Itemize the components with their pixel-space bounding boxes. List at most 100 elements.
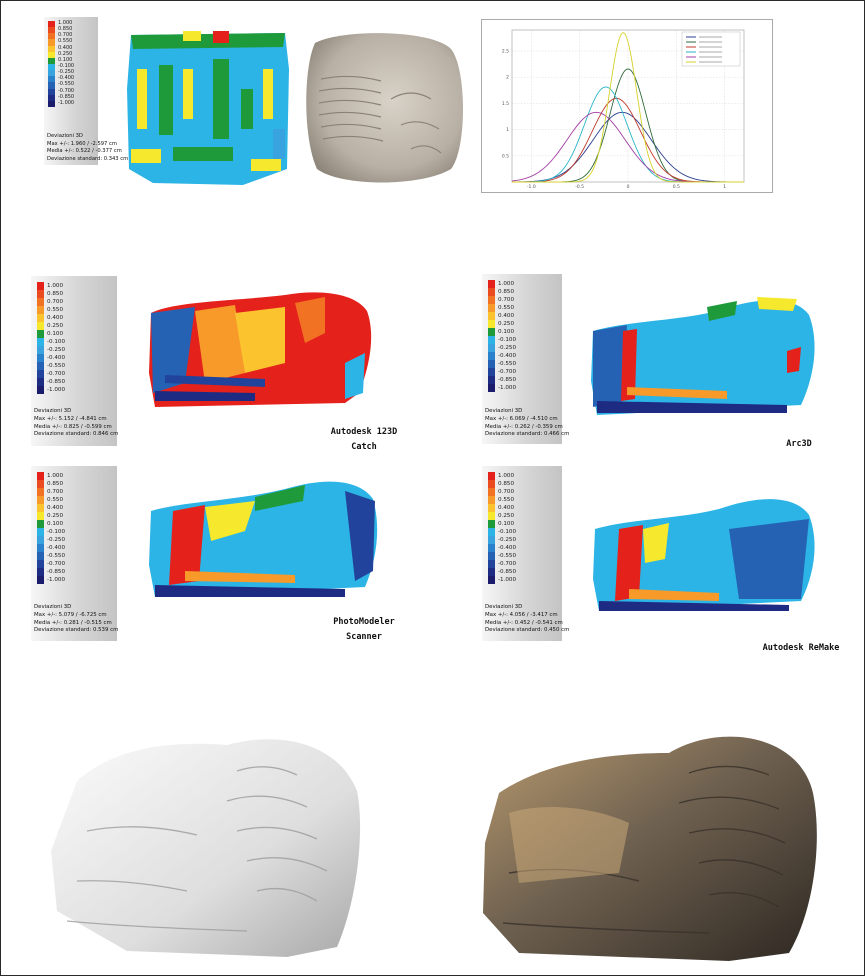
color-scale-value: -0.250 [47,537,66,543]
color-scale-swatch [488,536,495,544]
color-scale-value: 0.700 [47,299,64,305]
color-scale-swatch [37,568,44,576]
color-scale-legend-123d: 1.000 0.850 0.700 0.550 0.400 0.250 0.100 -0.10… [31,276,118,446]
color-scale-value: -0.100 [47,339,66,345]
color-scale-swatch [37,536,44,544]
color-scale-swatch [48,76,55,83]
x-tick-label: 0 [627,184,630,190]
color-scale-value: -0.850 [47,569,66,575]
color-scale-swatch [37,338,44,346]
color-scale-value: -0.700 [47,561,66,567]
caption-photomodeler: PhotoModeler Scanner [333,617,395,643]
color-scale-swatch [37,282,44,290]
color-scale-swatch [48,63,55,71]
color-scale-swatch [488,568,495,576]
color-scale-values: 1.000 0.850 0.700 0.550 0.400 0.250 0.100 -0.10… [47,472,65,584]
x-tick-label: -1.0 [527,184,536,190]
color-scale-value: -0.550 [498,361,517,367]
color-scale-value: 0.250 [47,323,64,329]
lion-head-photo [306,33,463,183]
color-scale-values: 1.000 0.850 0.700 0.550 0.400 0.250 0.100 -0.10… [498,472,516,584]
y-tick-label: 1.5 [502,101,509,107]
caption-arc3d: Arc3D [786,439,812,449]
color-scale-value: 0.550 [47,307,64,313]
color-scale-value: -0.250 [498,537,517,543]
color-scale-value: 0.100 [47,331,64,337]
color-scale-bar [488,280,495,392]
color-scale-value: -0.400 [498,545,517,551]
series-line [512,86,744,183]
color-scale-swatch [48,82,55,89]
color-scale-value: 1.000 [498,473,515,479]
color-scale-value: 0.850 [47,291,64,297]
color-scale-swatch [48,94,55,101]
color-scale-swatch [37,496,44,504]
color-scale-value: -0.700 [498,369,517,375]
color-scale-swatch [48,21,55,28]
color-scale-legend-photomodeler: 1.000 0.850 0.700 0.550 0.400 0.250 0.100 -0.10… [31,466,119,641]
color-scale-swatch [488,320,495,328]
lion-deviation-map-photomodeler [149,481,378,597]
deviation-stats: Deviazioni 3D Max +/-: 5.079 / -6.725 cm … [34,604,119,634]
color-scale-value: 0.400 [58,44,73,51]
color-scale-value: -0.550 [498,553,517,559]
color-scale-swatch [488,528,495,536]
color-scale-swatch [48,57,55,64]
color-scale-swatch [37,346,44,354]
color-scale-value: 1.000 [47,283,64,289]
color-scale-swatch [488,288,495,296]
color-scale-value: 0.850 [498,481,515,487]
x-tick-label: 0.5 [673,184,680,190]
color-scale-value: -0.400 [58,75,75,82]
plot-frame [511,29,745,183]
color-scale-bar [488,472,495,584]
color-scale-value: -0.100 [47,529,66,535]
color-scale-value: -0.100 [498,337,517,343]
color-scale-value: 0.100 [498,329,515,335]
color-scale-swatch [37,520,44,528]
color-scale-swatch [37,504,44,512]
color-scale-value: 0.850 [58,26,73,33]
color-scale-swatch [48,45,55,52]
lion-deviation-map-123d [149,292,372,407]
color-scale-value: 0.400 [47,315,64,321]
color-scale-swatch [37,354,44,362]
color-scale-value: -0.550 [47,363,66,369]
color-scale-swatch [48,33,55,40]
color-scale-value: -0.250 [58,69,75,76]
color-scale-value: 0.400 [47,505,64,511]
color-scale-swatch [488,552,495,560]
lion-head-deviation-map [127,31,289,185]
color-scale-legend-remake: 1.000 0.850 0.700 0.550 0.400 0.250 0.100 -0.10… [482,466,569,641]
color-scale-swatch [488,496,495,504]
lion-deviation-map-remake [593,499,815,611]
color-scale-value: 0.850 [498,289,515,295]
color-scale-value: 0.700 [58,32,73,39]
color-scale-value: 0.700 [47,489,64,495]
color-scale-value: -0.550 [58,81,75,88]
y-tick-label: 2 [506,75,509,81]
color-scale-value: 0.550 [47,497,64,503]
color-scale-value: -0.850 [498,569,517,575]
color-scale-value: 0.700 [498,489,515,495]
color-scale-swatch [37,552,44,560]
color-scale-swatch [37,330,44,338]
color-scale-value: 1.000 [47,473,64,479]
color-scale-values: 1.000 0.850 0.700 0.550 0.400 0.250 0.100 -0.10… [498,280,516,392]
color-scale-legend-arc3d: 1.000 0.850 0.700 0.550 0.400 0.250 0.100 -0.10… [482,274,569,444]
y-tick-label: 0.5 [502,153,509,159]
color-scale-value: 1.000 [498,281,515,287]
x-tick-label: 1 [723,184,726,190]
color-scale-swatch [488,352,495,360]
color-scale-value: 0.100 [58,56,73,63]
color-scale-value: -0.850 [498,377,517,383]
color-scale-swatch [488,280,495,288]
color-scale-value: -0.100 [498,529,517,535]
caption-autodesk-123d: Autodesk 123D Catch [330,427,398,453]
color-scale-swatch [488,296,495,304]
deviation-stats: Deviazioni 3D Max +/-: 4.056 / -3.417 cm … [485,604,570,634]
color-scale-swatch [37,290,44,298]
deviation-stats: Deviazioni 3D Max +/-: 1.960 / -2.597 cm… [47,133,129,162]
color-scale-swatch [488,576,495,584]
color-scale-value: 0.550 [58,38,73,45]
